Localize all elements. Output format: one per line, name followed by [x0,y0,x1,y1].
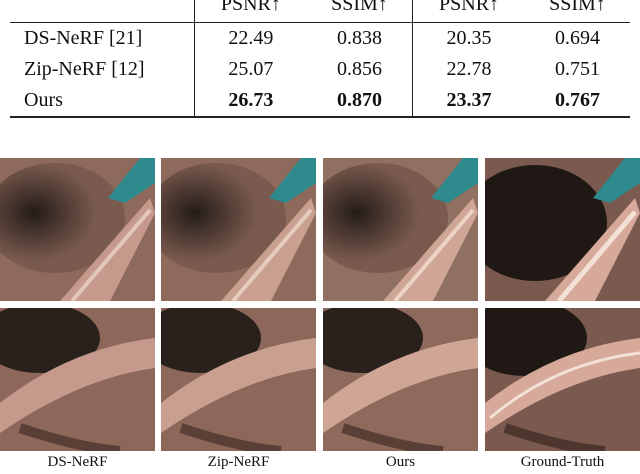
image-ours-scene-1 [323,158,478,301]
endoscopy-image [485,308,640,451]
psnr-cell: 22.49 [228,27,274,49]
method-cell: DS-NeRF [21] [10,22,195,54]
header-ssim-1: SSIM↑ [306,0,414,23]
method-cell: Zip-NeRF [12] [10,54,195,85]
endoscopy-image [0,308,155,451]
image-ours-scene-2 [323,308,478,451]
caption-zipnerf: Zip-NeRF [207,454,270,470]
header-method [10,0,195,23]
endoscopy-image [485,158,640,301]
psnr-cell: 20.35 [446,27,492,49]
table-row: Ours 26.73 0.870 23.37 0.767 [10,85,630,118]
header-psnr-1: PSNR↑ [194,0,307,23]
ssim-cell-best: 0.870 [306,85,414,118]
caption-dsnerf: DS-NeRF [47,454,108,470]
ssim-cell: 0.694 [554,27,600,49]
image-ground-truth-scene-1 [485,158,640,301]
table-header-row: PSNR↑ SSIM↑ PSNR↑ SSIM↑ [10,0,630,23]
header-psnr-2: PSNR↑ [412,0,525,23]
results-table-container: PSNR↑ SSIM↑ PSNR↑ SSIM↑ DS-NeRF [21] 22.… [10,0,630,120]
psnr-cell-best: 26.73 [194,85,307,118]
psnr-cell: 25.07 [228,58,274,80]
caption-ours: Ours [385,454,416,470]
psnr-cell: 22.78 [446,58,492,80]
ssim-cell: 0.856 [306,54,414,85]
ssim-cell-best: 0.767 [524,85,630,118]
ssim-cell: 0.751 [554,58,600,80]
endoscopy-image [161,158,316,301]
image-ground-truth-scene-2 [485,308,640,451]
endoscopy-image [323,158,478,301]
results-table: PSNR↑ SSIM↑ PSNR↑ SSIM↑ DS-NeRF [21] 22.… [10,0,630,118]
endoscopy-image [161,308,316,451]
image-dsnerf-scene-1 [0,158,155,301]
image-dsnerf-scene-2 [0,308,155,451]
image-zipnerf-scene-1 [161,158,316,301]
method-cell: Ours [10,85,195,118]
header-ssim-2: SSIM↑ [524,0,630,23]
endoscopy-image [0,158,155,301]
endoscopy-image [323,308,478,451]
image-zipnerf-scene-2 [161,308,316,451]
caption-ground-truth: Ground-Truth [520,454,605,470]
table-row: DS-NeRF [21] 22.49 0.838 20.35 0.694 [10,22,630,54]
psnr-cell-best: 23.37 [412,85,525,118]
table-row: Zip-NeRF [12] 25.07 0.856 22.78 0.751 [10,54,630,85]
ssim-cell: 0.838 [306,22,414,54]
